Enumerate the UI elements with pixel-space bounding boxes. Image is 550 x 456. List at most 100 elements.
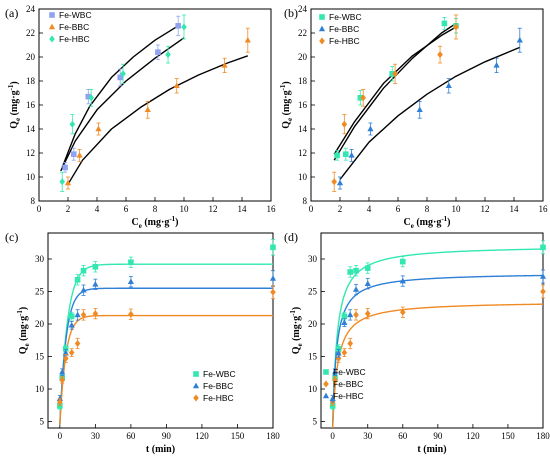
y-axis-title: Qe (mg·g-1)	[289, 307, 304, 355]
fit-curve-2	[59, 314, 274, 425]
legend-marker	[319, 14, 325, 20]
data-point	[80, 311, 87, 319]
x-tick-label: 10	[452, 204, 462, 214]
data-point	[59, 368, 66, 375]
fit-curve-0	[61, 25, 179, 168]
data-point	[173, 82, 180, 89]
data-point	[120, 70, 126, 78]
y-axis-title: Qe (mg·g-1)	[7, 81, 22, 129]
y-tick-label: 14	[298, 124, 308, 134]
data-point	[493, 62, 500, 68]
data-point	[88, 94, 94, 102]
y-tick-label: 10	[26, 172, 36, 182]
data-point	[128, 310, 134, 318]
y-tick-label: 15	[308, 352, 318, 362]
series-Fe-HBC	[331, 14, 459, 192]
data-point	[329, 403, 336, 409]
y-axis-title: Qe (mg·g-1)	[279, 81, 294, 129]
data-point	[331, 368, 339, 375]
data-point	[331, 178, 337, 186]
x-tick-label: 60	[398, 431, 408, 441]
legend-label: Fe-HBC	[333, 391, 364, 401]
x-axis-title: Ce (mg·g-1)	[403, 215, 450, 230]
legend: Fe-WBC Fe-BBC Fe-HBC	[318, 12, 362, 46]
series-Fe-HBC	[59, 14, 187, 192]
series-Fe-BBC	[56, 270, 277, 403]
data-point	[347, 340, 354, 347]
data-point	[92, 280, 99, 287]
x-tick-label: 2	[338, 204, 343, 214]
series-Fe-WBC	[329, 240, 546, 410]
legend: Fe-WBC Fe-BBC Fe-HBC	[322, 367, 366, 401]
data-point	[399, 258, 406, 265]
x-tick-label: 12	[209, 204, 218, 214]
data-point	[364, 310, 371, 318]
fit-curve-2	[67, 55, 249, 185]
data-point	[269, 275, 277, 281]
legend-label: Fe-BBC	[329, 24, 359, 34]
y-tick-label: 8	[31, 196, 36, 206]
data-point	[341, 319, 348, 325]
data-point	[453, 23, 459, 31]
data-point	[341, 120, 348, 128]
x-tick-label: 90	[433, 431, 443, 441]
x-tick-label: 60	[126, 431, 136, 441]
legend-label: Fe-BBC	[59, 22, 89, 32]
panel-label: (b)	[284, 6, 298, 20]
legend-label: Fe-HBC	[59, 34, 90, 44]
legend-label: Fe-WBC	[329, 12, 362, 22]
series-Fe-HBC	[329, 269, 547, 403]
x-tick-label: 90	[162, 431, 172, 441]
y-tick-label: 20	[298, 52, 308, 62]
y-tick-label: 20	[35, 319, 45, 329]
panel-label: (a)	[5, 6, 18, 20]
data-point	[92, 310, 99, 318]
series-Fe-BBC	[329, 284, 546, 406]
x-axis-title: t (min)	[417, 444, 446, 455]
data-point	[62, 354, 69, 362]
data-point	[445, 82, 452, 89]
legend-marker	[318, 25, 326, 32]
legend-label: Fe-WBC	[203, 369, 236, 379]
data-point	[56, 395, 63, 401]
legend-label: Fe-WBC	[59, 10, 92, 20]
legend-marker	[49, 12, 55, 18]
y-tick-label: 16	[298, 100, 308, 110]
fit-curve-2	[339, 46, 521, 180]
y-tick-label: 30	[308, 254, 318, 264]
legend-label: Fe-BBC	[333, 379, 363, 389]
fit-curve-1	[331, 274, 544, 429]
data-point	[347, 311, 354, 318]
legend-marker	[323, 380, 329, 388]
data-point	[68, 321, 75, 328]
series-Fe-BBC	[64, 27, 251, 190]
series-Fe-BBC	[336, 27, 523, 190]
data-point	[64, 179, 72, 186]
data-point	[540, 244, 546, 251]
x-tick-label: 150	[501, 431, 515, 441]
legend-marker	[48, 23, 56, 30]
x-tick-label: 8	[153, 204, 158, 214]
data-point	[80, 286, 87, 293]
x-tick-label: 6	[396, 204, 401, 214]
data-point	[62, 349, 69, 356]
plot-frame	[47, 232, 274, 429]
legend-label: Fe-HBC	[203, 393, 234, 403]
legend-marker	[319, 37, 325, 45]
data-point	[352, 286, 360, 292]
data-point	[341, 349, 348, 357]
data-point	[74, 277, 81, 283]
data-point	[335, 354, 342, 362]
data-point	[80, 267, 87, 274]
legend: Fe-WBC Fe-BBC Fe-HBC	[192, 369, 236, 403]
data-point	[69, 120, 76, 128]
data-point	[95, 125, 102, 132]
x-tick-label: 14	[510, 204, 520, 214]
data-point	[74, 311, 81, 318]
data-point	[353, 311, 359, 319]
x-tick-label: 8	[425, 204, 430, 214]
fit-curve-0	[333, 22, 457, 161]
data-point	[71, 151, 77, 157]
x-tick-label: 12	[481, 204, 490, 214]
